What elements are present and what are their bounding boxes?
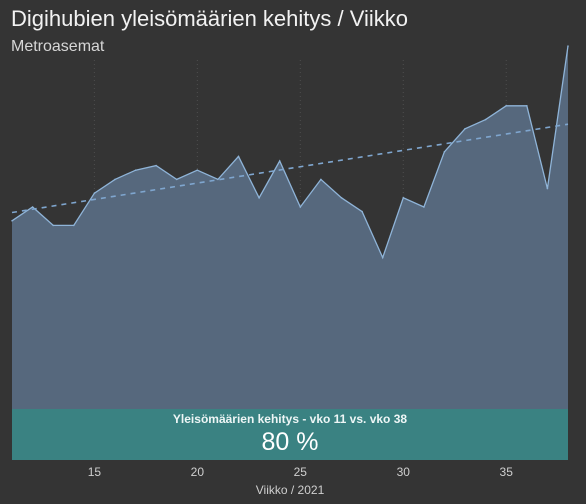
- kpi-box: Yleisömäärien kehitys - vko 11 vs. vko 3…: [12, 409, 568, 460]
- area-fill: [12, 46, 568, 460]
- trend-layer: [11, 123, 569, 214]
- data-point: [237, 155, 240, 158]
- data-point: [217, 178, 219, 181]
- data-point: [11, 220, 13, 222]
- data-point: [196, 169, 199, 171]
- data-point: [381, 256, 384, 259]
- data-point: [31, 206, 34, 208]
- data-point: [175, 178, 178, 181]
- data-point: [134, 169, 137, 171]
- data-point: [484, 118, 487, 121]
- data-point: [423, 206, 425, 208]
- data-point: [546, 187, 549, 190]
- chart-subtitle: Metroasemat: [11, 38, 105, 55]
- data-point: [155, 164, 157, 167]
- chart-title: Digihubien yleisömäärien kehitys / Viikk…: [11, 6, 409, 31]
- x-tick-label: 35: [500, 465, 514, 479]
- x-axis-title: Viikko / 2021: [256, 483, 325, 497]
- kpi-label: Yleisömäärien kehitys - vko 11 vs. vko 3…: [172, 412, 408, 426]
- data-point: [278, 160, 281, 162]
- trend-line: [11, 123, 569, 214]
- series-line: [11, 45, 569, 260]
- data-point: [361, 210, 363, 213]
- x-tick-label: 30: [397, 465, 411, 479]
- x-tick-label: 15: [88, 465, 102, 479]
- data-point: [567, 45, 569, 47]
- data-point: [299, 206, 302, 208]
- area-layer: [11, 45, 569, 460]
- data-point: [320, 178, 322, 181]
- data-point: [258, 197, 260, 199]
- data-point: [93, 192, 96, 194]
- data-point: [505, 105, 508, 107]
- data-point: [114, 178, 116, 181]
- kpi-value: 80 %: [261, 428, 319, 456]
- data-point: [73, 224, 75, 227]
- data-point: [340, 197, 343, 199]
- x-tick-label: 25: [294, 465, 308, 479]
- data-point: [443, 151, 446, 153]
- data-point: [52, 224, 54, 227]
- x-axis-ticks: 15 20 25 30 35: [88, 465, 514, 479]
- data-point: [526, 105, 528, 107]
- x-tick-label: 20: [191, 465, 205, 479]
- data-point: [402, 197, 405, 199]
- data-point: [464, 128, 466, 130]
